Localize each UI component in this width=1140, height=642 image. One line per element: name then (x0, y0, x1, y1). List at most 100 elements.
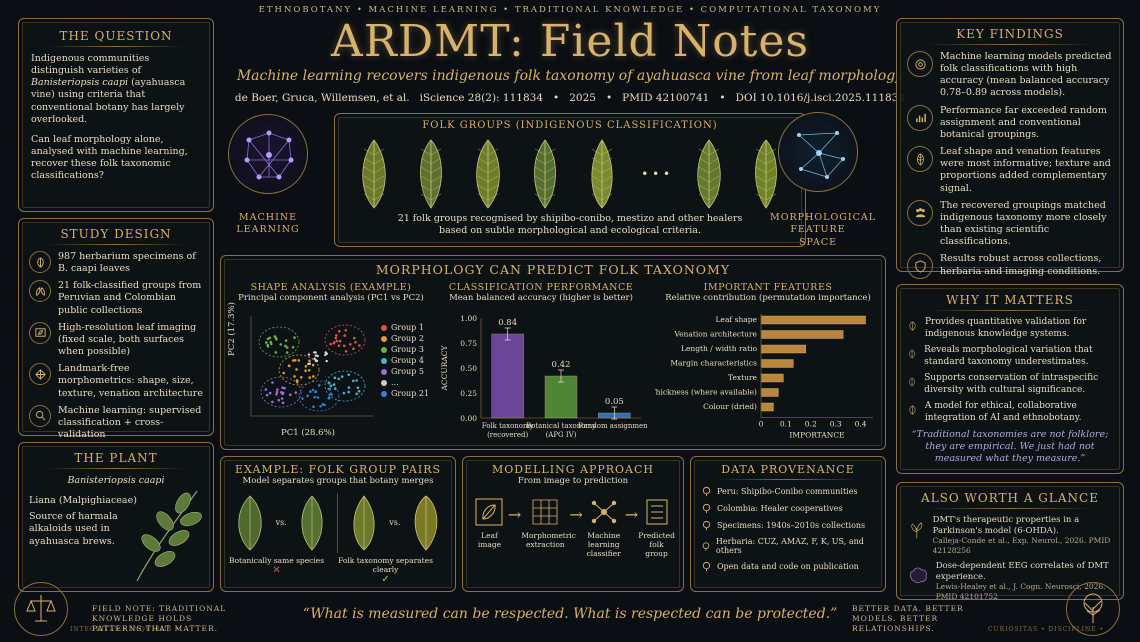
y-tick: 0.50 (460, 364, 477, 373)
legend-label: Group 1 (391, 323, 424, 332)
imaging-icon (29, 321, 51, 344)
study-design-panel: STUDY DESIGN 987 herbarium specimens of … (18, 218, 214, 440)
location-icon (702, 503, 711, 514)
perf-axes (480, 318, 641, 419)
category-label: Random assignment (578, 422, 647, 430)
pca-point (315, 359, 319, 363)
glance-a2: Calleja-Conde et al., Exp. Neurol., 2026… (932, 536, 1111, 555)
error-bar (504, 327, 511, 341)
model-step: Predicted folk group (638, 497, 675, 559)
pca-point (277, 398, 281, 402)
provenance-text: Herbaria: CUZ, AMAZ, F, K, US, and other… (715, 537, 864, 555)
why-quote: “Traditional taxonomies are not folklore… (911, 429, 1109, 465)
check-icon: ✓ (381, 574, 390, 586)
pca-point (297, 359, 301, 362)
leaf-icon (353, 494, 375, 551)
pc2-label: PC2 (17.3%) (227, 302, 237, 356)
perf-bar (491, 333, 524, 419)
pca-point (328, 396, 331, 399)
finding-text: The recovered groupings matched indigeno… (940, 199, 1107, 248)
pca-point (340, 375, 344, 378)
legend-swatch (381, 357, 387, 364)
pc1-label: PC1 (28.6%) (281, 428, 335, 438)
pca-point (337, 344, 341, 347)
pca-point (333, 341, 336, 344)
pca-point (314, 390, 318, 393)
pca-point (311, 388, 315, 392)
network-icon (591, 500, 616, 523)
pca-point (273, 335, 277, 338)
study-item-text: Landmark-free morphometrics: shape, size… (58, 363, 203, 399)
ml-icon (29, 404, 51, 427)
ellipsis: • • • (641, 167, 671, 181)
pca-point (357, 389, 361, 393)
feature-label: Venation architecture (673, 330, 757, 339)
why-text: Reveals morphological variation that sta… (924, 345, 1093, 367)
leaf-icon (534, 139, 556, 209)
pca-point (306, 394, 309, 398)
legend-label: ... (391, 378, 399, 387)
footer-quote: “What is measured can be respected. What… (302, 606, 838, 622)
model-step: Morphometric extraction (521, 497, 576, 550)
pca-point (347, 386, 351, 389)
folk-caption: 21 folk groups recognised by shipibo-con… (397, 213, 743, 237)
pca-point (301, 397, 304, 400)
target-icon (907, 51, 933, 77)
feature-bar (760, 373, 784, 383)
feature-label: Colour (dried) (703, 402, 757, 411)
y-tick: 0.25 (460, 389, 477, 398)
pair-right: Folk taxonomy separates clearly ✓ (324, 556, 447, 587)
glance-item[interactable]: Dose-dependent EEG correlates of DMT exp… (907, 561, 1113, 601)
footer-left: FIELD NOTE: TRADITIONAL KNOWLEDGE HOLDS … (92, 604, 227, 634)
category-label-2: (APG IV) (546, 431, 577, 439)
perf-bar (544, 375, 578, 419)
pca-point (328, 387, 331, 391)
feature-bar (760, 315, 866, 325)
study-item: 21 folk-classified groups from Peruvian … (29, 280, 203, 316)
leaf-icon (419, 139, 442, 209)
glance-a1: DMT's therapeutic properties in a Parkin… (932, 515, 1080, 536)
network-icon (244, 130, 294, 180)
feature-bar (760, 388, 779, 397)
feature-label: Length / width ratio (681, 344, 758, 353)
glance-item[interactable]: DMT's therapeutic properties in a Parkin… (907, 515, 1113, 555)
findings-title: KEY FINDINGS (956, 27, 1064, 41)
modelling-panel: MODELLING APPROACH From image to predict… (462, 456, 684, 592)
pca-point (294, 391, 298, 394)
leaf-icon (591, 139, 613, 209)
category-label-2: (recovered) (487, 431, 528, 439)
step-label: Machine learning classifier (586, 530, 621, 559)
bar-chart-icon (907, 104, 933, 131)
location-icon (702, 486, 711, 497)
category-label: Botanical taxonomy (526, 422, 596, 430)
plant-title: THE PLANT (74, 451, 158, 465)
citation: de Boer, Gruca, Willemsen, et al. iScien… (234, 92, 906, 104)
pca-point (323, 403, 326, 407)
why-text: A model for ethical, collaborative integ… (924, 401, 1082, 423)
finding-text: Leaf shape and venation features were mo… (940, 146, 1111, 194)
why-item: Provides quantitative validation for ind… (907, 317, 1113, 340)
pca-point (285, 351, 289, 354)
x-tick: 0.4 (855, 420, 867, 429)
pca-point (271, 400, 274, 404)
pca-point (343, 334, 346, 337)
arrow-icon: → (569, 504, 583, 524)
why-matters-panel: WHY IT MATTERS Provides quantitative val… (896, 284, 1124, 474)
pca-point (274, 351, 278, 354)
error-bar (611, 406, 618, 420)
vs-label: vs. (275, 517, 287, 527)
pca-point (324, 351, 327, 354)
bar-value-label: 0.84 (498, 318, 517, 328)
perf-sub: Mean balanced accuracy (higher is better… (449, 293, 633, 303)
provenance-list: Peru: Shipibo-Conibo communities Colombia… (701, 486, 875, 572)
feature-bar (760, 402, 774, 412)
archive-icon (702, 541, 710, 551)
page-subtitle: Machine learning recovers indigenous fol… (236, 68, 904, 84)
y-axis-label: ACCURACY (440, 344, 449, 391)
pca-point (338, 329, 341, 333)
finding-text: Results robust across collections, herba… (940, 253, 1102, 277)
pca-point (356, 386, 360, 389)
pca-point (307, 369, 311, 372)
why-item: Reveals morphological variation that sta… (907, 345, 1113, 368)
feature-label: Margin characteristics (670, 359, 757, 368)
